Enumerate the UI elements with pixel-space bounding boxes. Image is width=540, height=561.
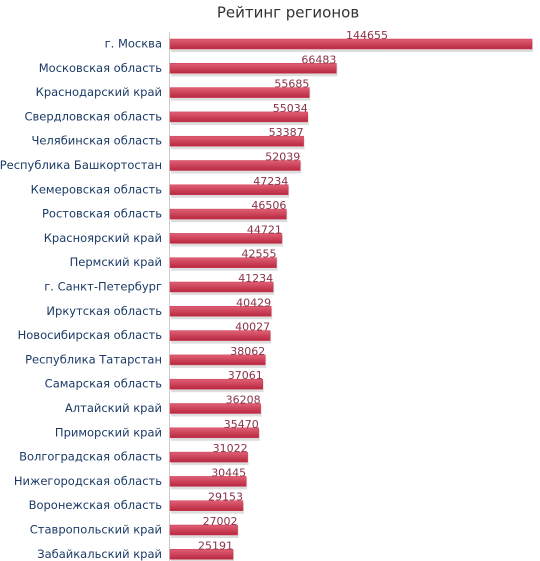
category-label: Республика Башкортостан: [0, 158, 162, 172]
category-label: Волгоградская область: [19, 450, 162, 464]
value-label: 30445: [211, 466, 246, 479]
value-label: 38062: [230, 345, 265, 358]
value-label: 27002: [203, 515, 238, 528]
bar: [169, 233, 283, 244]
value-label: 46506: [251, 199, 286, 212]
category-label: Приморский край: [55, 425, 162, 439]
bar: [169, 330, 271, 341]
category-label: Краснодарский край: [36, 85, 162, 99]
category-label: Воронежская область: [29, 498, 163, 512]
category-label: Челябинская область: [31, 134, 162, 148]
chart-title: Рейтинг регионов: [217, 4, 359, 22]
category-label: Республика Татарстан: [25, 352, 162, 366]
bar: [169, 87, 310, 98]
bar: [169, 184, 289, 196]
bar: [169, 403, 261, 414]
bar: [169, 451, 248, 463]
bar: [169, 500, 244, 511]
category-label: Алтайский край: [65, 401, 162, 415]
category-label: г. Москва: [105, 37, 162, 51]
value-label: 53387: [269, 126, 304, 139]
category-label: г. Санкт-Петербург: [44, 280, 162, 294]
bar: [169, 38, 533, 50]
bar: [169, 476, 247, 487]
bar: [169, 135, 304, 147]
category-label: Ростовская область: [42, 207, 162, 221]
category-label: Кемеровская область: [31, 182, 163, 196]
value-label: 44721: [247, 223, 282, 236]
value-label: 42555: [241, 248, 276, 261]
bar: [169, 549, 234, 560]
bar: [169, 208, 287, 220]
value-label: 40027: [235, 321, 270, 334]
bar: [169, 281, 274, 293]
category-label: Свердловская область: [24, 109, 162, 123]
bar: [169, 378, 263, 390]
value-label: 31022: [213, 442, 248, 455]
bar: [169, 111, 308, 123]
bar: [169, 306, 272, 317]
value-label: 52039: [265, 151, 300, 164]
value-label: 35470: [224, 418, 259, 431]
category-label: Иркутская область: [46, 304, 162, 318]
category-label: Новосибирская область: [18, 328, 163, 342]
value-label: 66483: [301, 53, 336, 66]
value-label: 40429: [236, 296, 271, 309]
value-label: 41234: [238, 272, 273, 285]
value-label: 55034: [273, 102, 308, 115]
value-label: 36208: [226, 394, 261, 407]
bar: [169, 257, 277, 268]
value-label: 37061: [228, 369, 263, 382]
category-label: Красноярский край: [44, 231, 162, 245]
value-label: 29153: [208, 491, 243, 504]
category-label: Самарская область: [45, 377, 163, 391]
bar: [169, 160, 301, 171]
category-label: Московская область: [39, 61, 162, 75]
category-label: Пермский край: [70, 255, 162, 269]
bar: [169, 354, 266, 366]
bar: [169, 427, 260, 439]
value-label: 144655: [346, 29, 388, 42]
category-label: Ставропольский край: [30, 523, 162, 537]
value-label: 55685: [274, 78, 309, 91]
bar: [169, 63, 337, 74]
category-label: Забайкальский край: [37, 547, 162, 561]
bar: [169, 524, 238, 536]
category-label: Нижегородская область: [14, 474, 162, 488]
value-label: 47234: [253, 175, 288, 188]
value-label: 25191: [198, 539, 233, 552]
